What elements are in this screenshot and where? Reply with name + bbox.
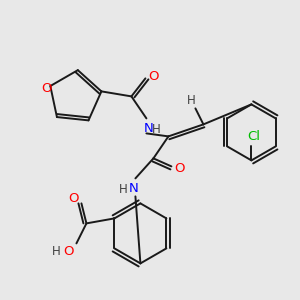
Text: H: H (52, 245, 61, 258)
Text: Cl: Cl (247, 130, 260, 143)
Text: H: H (187, 94, 196, 107)
Text: O: O (68, 192, 79, 205)
Text: O: O (174, 162, 185, 175)
Text: H: H (119, 183, 128, 196)
Text: H: H (152, 123, 161, 136)
Text: O: O (41, 82, 52, 94)
Text: N: N (128, 182, 138, 195)
Text: N: N (143, 122, 153, 135)
Text: O: O (148, 70, 159, 83)
Text: O: O (63, 245, 74, 258)
